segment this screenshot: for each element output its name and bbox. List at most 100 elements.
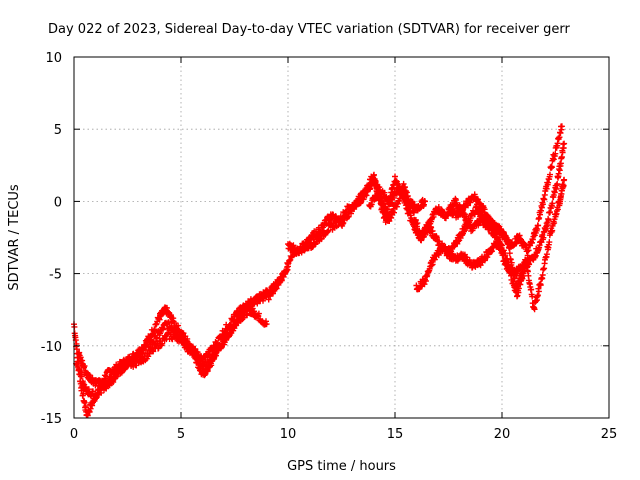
series-track-5 bbox=[366, 140, 568, 279]
data-point bbox=[422, 198, 428, 205]
data-point bbox=[545, 217, 552, 224]
series-track-4 bbox=[285, 171, 527, 294]
data-point bbox=[93, 395, 100, 402]
data-point bbox=[90, 388, 96, 395]
data-point bbox=[265, 296, 272, 303]
data-point bbox=[511, 275, 518, 282]
data-point bbox=[519, 269, 526, 276]
y-tick-label: -5 bbox=[49, 268, 62, 283]
data-point bbox=[109, 377, 116, 383]
data-point bbox=[430, 213, 437, 220]
y-tick-label: 5 bbox=[54, 123, 62, 138]
y-tick-label: -15 bbox=[41, 412, 62, 427]
data-point bbox=[506, 250, 513, 257]
data-point bbox=[547, 171, 553, 178]
data-point bbox=[263, 321, 270, 328]
data-point bbox=[290, 242, 297, 249]
data-point bbox=[85, 386, 92, 393]
data-point bbox=[280, 273, 287, 280]
data-point bbox=[529, 293, 536, 300]
data-point bbox=[558, 123, 565, 130]
data-point bbox=[204, 365, 211, 372]
data-point bbox=[539, 272, 546, 278]
x-tick-label: 20 bbox=[494, 427, 511, 442]
data-point bbox=[514, 292, 521, 299]
data-point bbox=[561, 176, 568, 183]
data-point bbox=[546, 239, 553, 246]
data-point bbox=[540, 234, 547, 241]
data-point bbox=[327, 216, 334, 223]
data-point bbox=[457, 211, 464, 218]
data-point bbox=[405, 205, 412, 212]
x-tick-label: 5 bbox=[177, 427, 185, 442]
data-point bbox=[507, 256, 514, 263]
data-point bbox=[356, 198, 363, 205]
data-point bbox=[455, 238, 462, 245]
grid-layer bbox=[74, 57, 609, 418]
data-point bbox=[535, 222, 542, 229]
data-point bbox=[392, 173, 398, 180]
data-point bbox=[406, 209, 413, 216]
data-point bbox=[74, 358, 81, 365]
y-axis-title: SDTVAR / TECUs bbox=[7, 184, 22, 291]
data-point bbox=[230, 317, 237, 324]
data-point bbox=[554, 181, 561, 187]
data-point bbox=[366, 182, 373, 189]
y-tick-label: -10 bbox=[41, 340, 62, 355]
series-track-7 bbox=[445, 176, 568, 313]
x-tick-label: 10 bbox=[280, 427, 297, 442]
data-point bbox=[548, 164, 555, 171]
data-point bbox=[557, 130, 564, 136]
data-point bbox=[500, 250, 506, 257]
data-point bbox=[549, 200, 556, 207]
data-point bbox=[531, 306, 538, 313]
data-point bbox=[561, 140, 568, 147]
data-point bbox=[77, 368, 84, 375]
x-axis-title: GPS time / hours bbox=[287, 459, 396, 474]
data-point bbox=[554, 206, 561, 213]
data-point bbox=[86, 408, 93, 415]
data-point bbox=[538, 204, 545, 211]
data-point bbox=[534, 292, 541, 299]
data-point bbox=[543, 185, 550, 192]
data-point bbox=[323, 220, 330, 227]
plot-frame bbox=[73, 56, 610, 419]
data-point bbox=[352, 203, 359, 210]
data-point bbox=[98, 389, 105, 396]
data-point bbox=[552, 150, 559, 157]
data-point bbox=[518, 277, 525, 284]
chart-title: Day 022 of 2023, Sidereal Day-to-day VTE… bbox=[48, 22, 570, 37]
data-point bbox=[207, 351, 214, 358]
data-point bbox=[273, 285, 280, 292]
data-point bbox=[183, 338, 190, 344]
data-point bbox=[178, 334, 185, 340]
data-point bbox=[388, 214, 395, 221]
data-point bbox=[462, 225, 469, 232]
data-point bbox=[278, 277, 285, 284]
data-point bbox=[175, 338, 182, 345]
data-point bbox=[422, 278, 429, 284]
data-point bbox=[384, 206, 391, 213]
data-point bbox=[87, 405, 94, 412]
data-point bbox=[237, 314, 244, 321]
data-point bbox=[537, 282, 544, 289]
data-point bbox=[523, 257, 529, 263]
data-point bbox=[418, 237, 425, 244]
data-point bbox=[299, 246, 306, 253]
data-point bbox=[340, 220, 347, 226]
series-track-3 bbox=[73, 174, 428, 402]
data-point bbox=[539, 201, 546, 208]
data-point bbox=[543, 251, 550, 258]
y-tick-label: 10 bbox=[45, 51, 62, 66]
data-point bbox=[165, 319, 172, 326]
data-point bbox=[481, 206, 488, 213]
data-point bbox=[524, 252, 531, 259]
data-point bbox=[151, 326, 158, 333]
data-point bbox=[283, 266, 290, 273]
data-point bbox=[235, 311, 242, 318]
data-point bbox=[317, 229, 324, 236]
data-point bbox=[104, 382, 111, 389]
x-tick-label: 25 bbox=[601, 427, 618, 442]
data-point bbox=[82, 403, 89, 410]
